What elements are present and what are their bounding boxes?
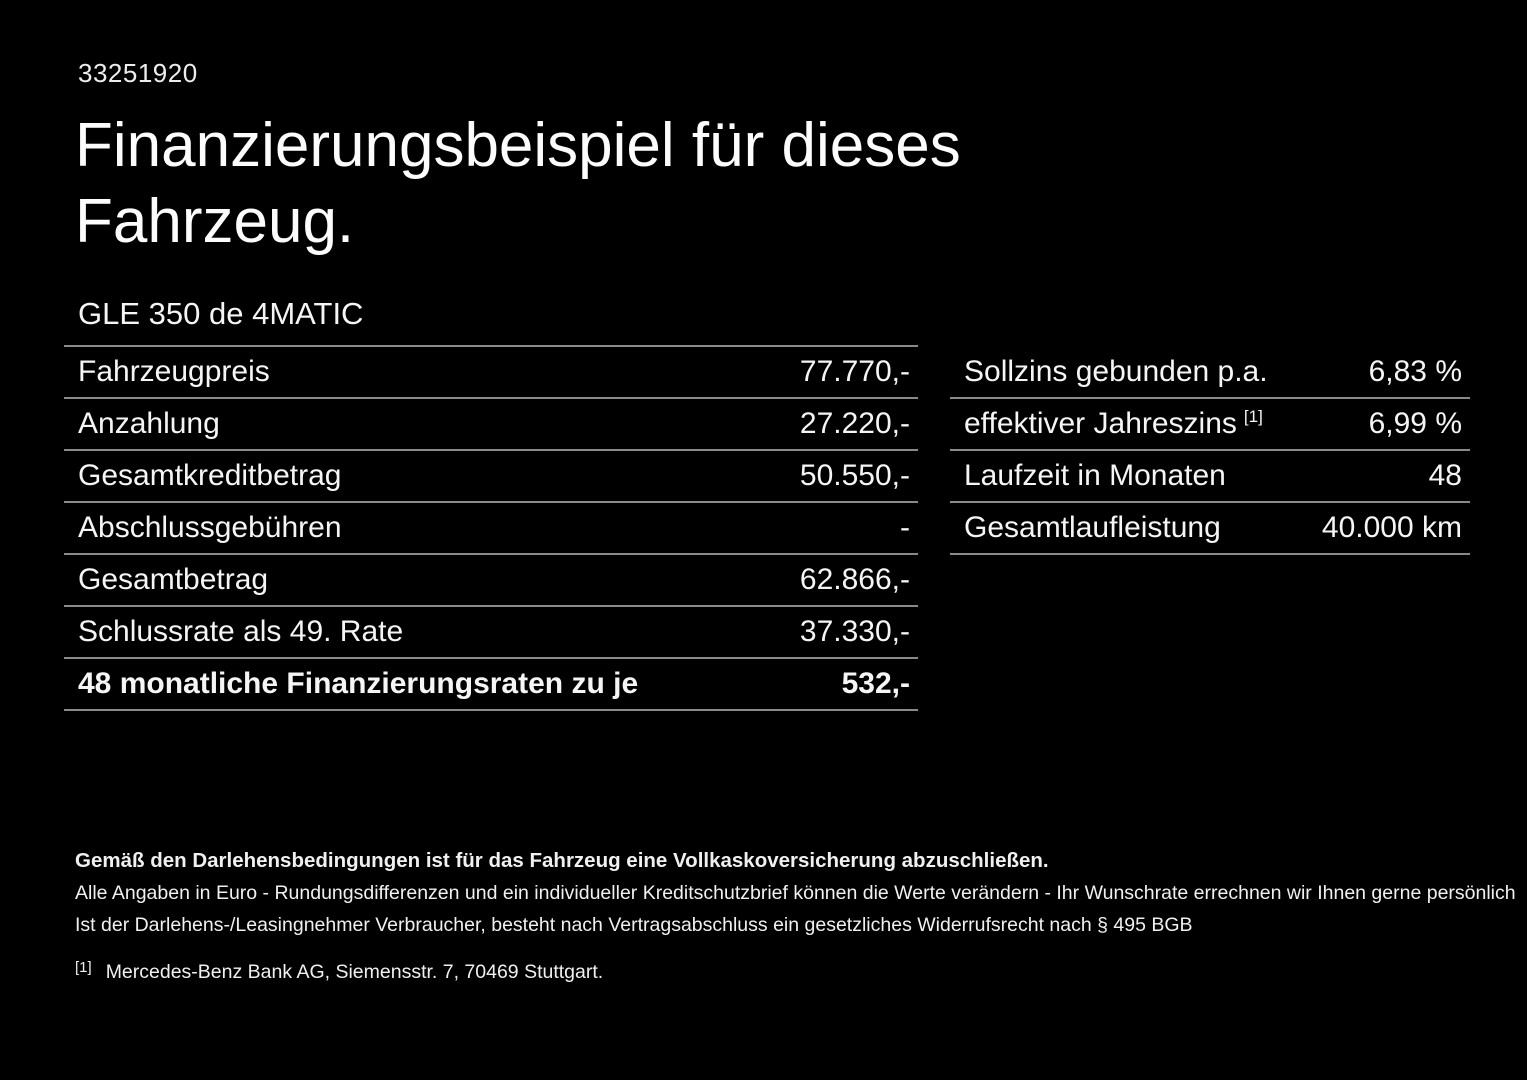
page-title-line-2: Fahrzeug. xyxy=(75,187,355,257)
row-label: Abschlussgebühren xyxy=(78,511,342,544)
table-row-laufzeit: Laufzeit in Monaten 48 xyxy=(950,451,1470,503)
row-label: effektiver Jahreszins [1] xyxy=(950,407,1263,441)
disclaimer-line-1: Alle Angaben in Euro - Rundungsdifferenz… xyxy=(75,882,1516,904)
row-label: Fahrzeugpreis xyxy=(78,355,270,388)
row-value: 37.330,- xyxy=(799,615,910,648)
table-row-sollzins: Sollzins gebunden p.a. 6,83 % xyxy=(950,347,1470,399)
conditions-table: Sollzins gebunden p.a. 6,83 % effektiver… xyxy=(950,345,1470,555)
row-label: Gesamtlaufleistung xyxy=(964,511,1221,544)
footnote-reference: [1] xyxy=(1243,407,1263,426)
row-label: Schlussrate als 49. Rate xyxy=(78,615,404,648)
table-row-fahrzeugpreis: Fahrzeugpreis 77.770,- xyxy=(64,347,918,399)
table-row-gesamtbetrag: Gesamtbetrag 62.866,- xyxy=(64,555,918,607)
row-label: Anzahlung xyxy=(78,407,220,440)
row-value: 50.550,- xyxy=(799,459,910,492)
insurance-note: Gemäß den Darlehensbedingungen ist für d… xyxy=(75,849,1049,872)
row-label: Gesamtkreditbetrag xyxy=(78,459,342,492)
table-row-schlussrate: Schlussrate als 49. Rate 37.330,- xyxy=(64,607,918,659)
row-label: 48 monatliche Finanzierungsraten zu je xyxy=(78,667,639,700)
table-row-gesamtlaufleistung: Gesamtlaufleistung 40.000 km xyxy=(950,503,1470,555)
table-row-effektiver-jahreszins: effektiver Jahreszins [1] 6,99 % xyxy=(950,399,1470,451)
row-value: 27.220,- xyxy=(799,407,910,440)
row-label: Sollzins gebunden p.a. xyxy=(964,355,1268,388)
row-value: 77.770,- xyxy=(799,355,910,388)
row-value: 532,- xyxy=(841,667,910,700)
page-title: Finanzierungsbeispiel für dieses Fahrzeu… xyxy=(75,108,961,261)
row-label: Laufzeit in Monaten xyxy=(964,459,1226,492)
row-value: 6,99 % xyxy=(1368,407,1462,440)
footnote: [1] Mercedes-Benz Bank AG, Siemensstr. 7,… xyxy=(75,952,1467,988)
footnote-marker: [1] xyxy=(75,959,92,976)
table-row-abschlussgebuehren: Abschlussgebühren - xyxy=(64,503,918,555)
table-row-anzahlung: Anzahlung 27.220,- xyxy=(64,399,918,451)
row-value: 48 xyxy=(1428,459,1462,492)
row-label-text: effektiver Jahreszins xyxy=(964,407,1237,440)
footnote-text: Mercedes-Benz Bank AG, Siemensstr. 7, 70… xyxy=(105,961,604,983)
row-label: Gesamtbetrag xyxy=(78,563,269,596)
vehicle-name: GLE 350 de 4MATIC xyxy=(78,296,364,331)
footer-disclaimers: Gemäß den Darlehensbedingungen ist für d… xyxy=(75,845,1516,988)
disclaimer-line-2: Ist der Darlehens-/Leasingnehmer Verbrau… xyxy=(75,914,1193,936)
row-value: 6,83 % xyxy=(1368,355,1462,388)
page-title-line-1: Finanzierungsbeispiel für dieses xyxy=(75,111,961,180)
row-value: 62.866,- xyxy=(799,563,910,596)
table-row-gesamtkreditbetrag: Gesamtkreditbetrag 50.550,- xyxy=(64,451,918,503)
financing-table: Fahrzeugpreis 77.770,- Anzahlung 27.220,… xyxy=(64,345,918,711)
row-value: 40.000 km xyxy=(1321,511,1462,544)
row-value: - xyxy=(900,511,910,544)
document-id: 33251920 xyxy=(78,58,198,88)
table-row-monatsrate: 48 monatliche Finanzierungsraten zu je 5… xyxy=(64,659,918,711)
